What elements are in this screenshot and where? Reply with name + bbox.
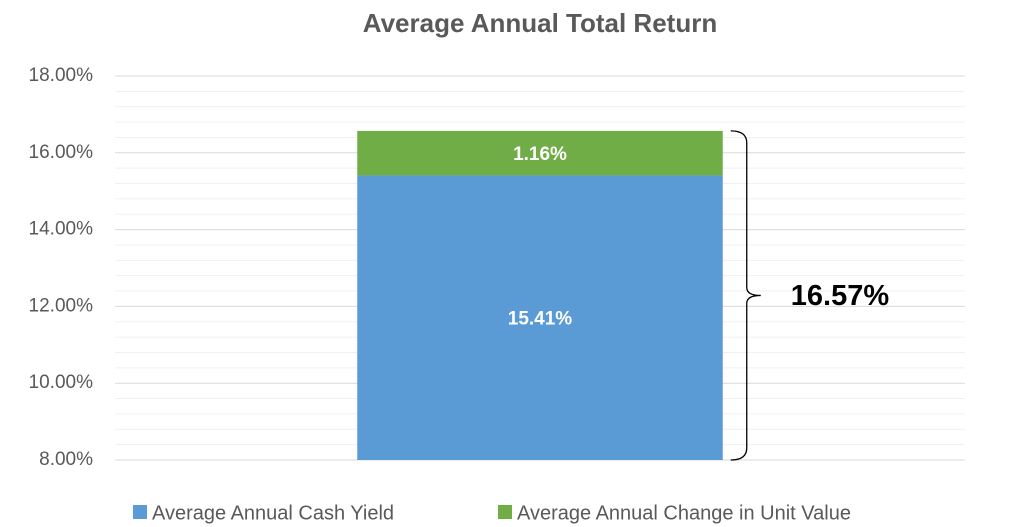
- y-tick-label: 10.00%: [29, 372, 94, 393]
- chart-title: Average Annual Total Return: [363, 8, 717, 38]
- data-label: 15.41%: [508, 309, 573, 330]
- y-tick-label: 8.00%: [39, 449, 93, 470]
- legend-label: Average Annual Cash Yield: [152, 502, 394, 524]
- legend-label: Average Annual Change in Unit Value: [517, 502, 851, 524]
- legend-swatch: [133, 505, 147, 519]
- y-tick-label: 18.00%: [29, 65, 94, 86]
- data-label: 1.16%: [513, 144, 567, 165]
- annotation: 16.57%: [791, 280, 890, 312]
- bracket: [730, 130, 761, 461]
- y-tick-label: 12.00%: [29, 295, 94, 316]
- bar-segment: [357, 130, 723, 176]
- legend-swatch: [498, 505, 512, 519]
- y-tick-label: 16.00%: [29, 142, 94, 163]
- bar-segment: [357, 175, 723, 460]
- y-tick-label: 14.00%: [29, 219, 94, 240]
